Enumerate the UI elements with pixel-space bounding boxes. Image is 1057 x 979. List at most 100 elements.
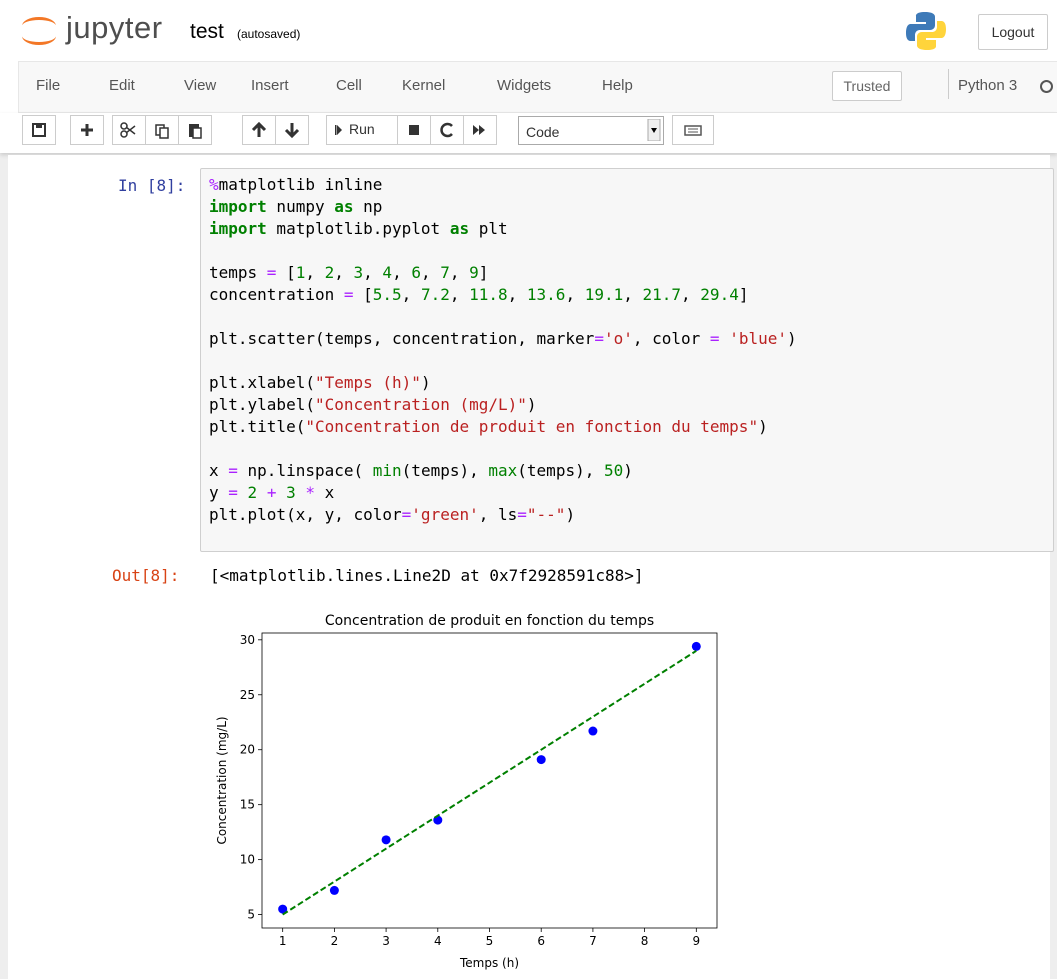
code-token: plt <box>469 219 508 238</box>
code-token: 5.5 <box>372 285 402 304</box>
code-token: 29.4 <box>700 285 739 304</box>
keyboard-button[interactable] <box>672 115 714 145</box>
code-line: plt.ylabel("Concentration (mg/L)") <box>209 394 797 416</box>
code-token: , <box>449 263 470 282</box>
code-token: plt.scatter(temps, concentration, marker <box>209 329 595 348</box>
code-token: import <box>209 197 267 216</box>
code-token: 19.1 <box>584 285 624 304</box>
menu-item[interactable]: Insert <box>251 77 289 94</box>
insert-button[interactable] <box>70 115 104 145</box>
scatter-point <box>381 835 391 845</box>
menu-item[interactable]: Cell <box>336 77 362 94</box>
code-token: ) <box>526 395 537 414</box>
code-line <box>209 240 797 262</box>
menu-item[interactable]: File <box>36 77 61 94</box>
notebook-name[interactable]: test <box>190 20 224 43</box>
code-token: "--" <box>526 505 566 524</box>
scatter-point <box>278 904 288 914</box>
code-input[interactable] <box>200 168 1054 552</box>
code-token: 4 <box>382 263 393 282</box>
code-token: ) <box>565 505 576 524</box>
code-token: matplotlib inline <box>218 175 383 194</box>
code-token: , color <box>632 329 710 348</box>
code-token: 'green' <box>411 505 479 524</box>
code-token: [ <box>276 263 296 282</box>
code-token: 2 <box>324 263 335 282</box>
code-token: , <box>305 263 325 282</box>
code-token: as <box>449 219 470 238</box>
paste-button[interactable] <box>178 115 212 145</box>
code-token: y <box>209 483 229 502</box>
save-button[interactable] <box>22 115 56 145</box>
code-token: , <box>363 263 383 282</box>
trusted-indicator[interactable]: Trusted <box>832 71 902 101</box>
y-tick-label: 5 <box>247 908 255 922</box>
y-tick-label: 15 <box>240 798 255 812</box>
x-tick-label: 9 <box>692 934 700 948</box>
input-prompt: In [8]: <box>118 176 186 195</box>
cut-button[interactable] <box>112 115 146 145</box>
y-axis-label: Concentration (mg/L) <box>215 716 229 844</box>
code-token: concentration <box>209 285 344 304</box>
code-line <box>209 306 797 328</box>
code-token: = <box>266 263 277 282</box>
jupyter-logo[interactable] <box>18 12 60 48</box>
cell-type-label[interactable]: Code <box>526 124 560 140</box>
interrupt-button[interactable] <box>397 115 431 145</box>
code-token: 7.2 <box>420 285 450 304</box>
code-line <box>209 438 797 460</box>
line <box>282 649 697 916</box>
code-line: import matplotlib.pyplot as plt <box>209 218 797 240</box>
code-token: 11.8 <box>469 285 508 304</box>
code-token: plt.plot(x, y, color <box>209 505 402 524</box>
menu-item[interactable]: Help <box>602 77 633 94</box>
scatter-point <box>691 641 701 651</box>
x-axis-label: Temps (h) <box>459 956 519 970</box>
code-token: (temps), <box>401 461 489 480</box>
code-token: 13.6 <box>526 285 566 304</box>
code-token: "Concentration (mg/L)" <box>314 395 527 414</box>
code-line: plt.title("Concentration de produit en f… <box>209 416 797 438</box>
y-tick-label: 30 <box>240 633 255 647</box>
menu-item[interactable]: Edit <box>109 77 135 94</box>
brand[interactable]: jupyter <box>66 10 163 45</box>
code-token: x <box>209 461 229 480</box>
code-token: 'blue' <box>729 329 787 348</box>
code-line: plt.scatter(temps, concentration, marker… <box>209 328 797 350</box>
code-token: "Temps (h)" <box>314 373 421 392</box>
x-tick-label: 5 <box>486 934 494 948</box>
kernel-indicator <box>1040 80 1053 93</box>
logout-button[interactable]: Logout <box>978 14 1048 50</box>
code-token: , <box>334 263 354 282</box>
code-line: x = np.linspace( min(temps), max(temps),… <box>209 460 797 482</box>
x-tick-label: 3 <box>382 934 390 948</box>
code-token: ) <box>623 461 633 480</box>
restart-button[interactable] <box>430 115 464 145</box>
cell-type-select[interactable] <box>518 116 664 145</box>
python-logo <box>906 12 946 50</box>
x-tick-label: 2 <box>331 934 339 948</box>
menu-item[interactable]: Kernel <box>402 77 446 94</box>
code-token: = <box>517 505 527 524</box>
code-token <box>296 483 306 502</box>
menu-item[interactable]: Widgets <box>497 77 552 94</box>
move-down-button[interactable] <box>275 115 309 145</box>
code-token: = <box>709 329 720 348</box>
code-token: ) <box>787 329 797 348</box>
code-token: import <box>209 219 267 238</box>
code-token: = <box>228 483 238 502</box>
run-button[interactable] <box>326 115 398 145</box>
code-token: "Concentration de produit en fonction du… <box>305 417 759 436</box>
code-token: plt.xlabel( <box>209 373 315 392</box>
y-tick-label: 25 <box>240 688 255 702</box>
code-token: , <box>623 285 643 304</box>
code-token <box>257 483 267 502</box>
copy-button[interactable] <box>145 115 179 145</box>
code-token: ) <box>420 373 431 392</box>
run-label[interactable]: Run <box>349 121 375 137</box>
menu-item[interactable]: View <box>184 77 217 94</box>
move-up-button[interactable] <box>242 115 276 145</box>
restart-run-button[interactable] <box>463 115 497 145</box>
code-line: plt.xlabel("Temps (h)") <box>209 372 797 394</box>
